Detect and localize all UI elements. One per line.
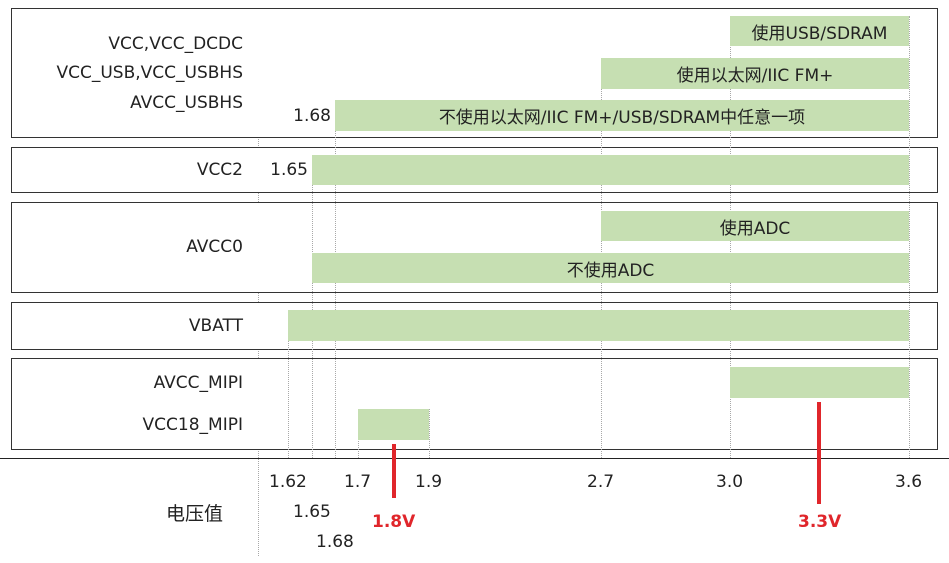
range-bar [358, 409, 429, 440]
range-bar-label: 使用ADC [719, 218, 791, 239]
voltage-marker-line [817, 402, 821, 504]
rail-label: AVCC0 [186, 237, 243, 257]
range-bar [312, 155, 909, 185]
rail-label: VCC,VCC_DCDC [108, 34, 243, 54]
axis-tick-label: 3.0 [716, 472, 744, 492]
voltage-marker-line [392, 444, 396, 498]
range-start-label: 1.65 [270, 160, 308, 180]
range-bar [288, 310, 909, 341]
grid-guide-line [288, 310, 289, 458]
axis-baseline [0, 458, 949, 459]
range-bar: 不使用以太网/IIC FM+/USB/SDRAM中任意一项 [335, 100, 909, 131]
grid-guide-line [429, 409, 430, 458]
range-bar: 不使用ADC [312, 253, 909, 283]
axis-tick-label: 2.7 [587, 472, 615, 492]
range-bar-label: 不使用以太网/IIC FM+/USB/SDRAM中任意一项 [438, 108, 806, 128]
range-bar: 使用USB/SDRAM [730, 16, 909, 46]
range-start-label: 1.68 [293, 105, 331, 126]
axis-tick-label: 1.62 [269, 472, 307, 492]
range-bar-label: 不使用ADC [566, 260, 655, 281]
rail-label: VCC2 [196, 160, 243, 180]
axis-tick-label: 1.9 [415, 472, 443, 492]
range-bar: 使用以太网/IIC FM+ [601, 58, 909, 89]
axis-tick-label: 1.7 [344, 472, 372, 492]
axis-tick-label: 1.68 [316, 532, 354, 552]
voltage-marker-label: 3.3V [798, 512, 842, 532]
range-bar: 使用ADC [601, 211, 909, 241]
rail-label: VCC_USB,VCC_USBHS [56, 63, 243, 83]
grid-guide-line [909, 16, 910, 458]
voltage-marker-label: 1.8V [372, 512, 416, 532]
axis-tick-label: 3.6 [895, 472, 923, 492]
rail-label: VBATT [188, 316, 243, 336]
axis-title: 电压值 [166, 503, 224, 525]
axis-tick-label: 1.65 [293, 502, 331, 522]
rail-label: AVCC_MIPI [153, 373, 243, 393]
range-bar-label: 使用以太网/IIC FM+ [676, 66, 834, 86]
range-bar [730, 367, 909, 398]
rail-label: VCC18_MIPI [142, 415, 243, 435]
rail-label: AVCC_USBHS [130, 93, 243, 113]
grid-guide-line [312, 155, 313, 458]
range-bar-label: 使用USB/SDRAM [751, 23, 888, 44]
